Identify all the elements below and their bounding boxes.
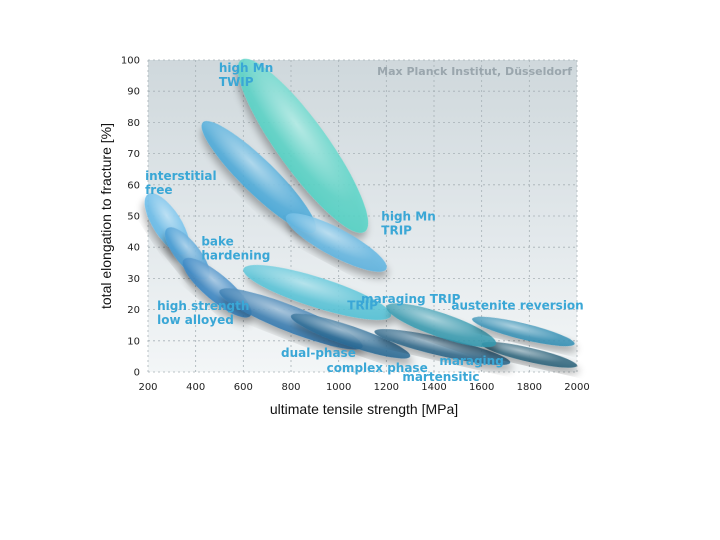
region-maraging-trip: [386, 303, 497, 348]
region-label-austenite-reversion: austenite reversion: [451, 298, 583, 312]
x-tick-label-1: 400: [186, 382, 205, 393]
region-trip: [243, 265, 392, 320]
region-high-mn-twip: [201, 121, 317, 233]
region-highlight-high-mn-trip: [285, 213, 387, 272]
y-tick-label-3: 30: [127, 274, 140, 285]
region-label-high-mn-twip: high Mn TWIP: [219, 61, 273, 89]
region-label-line: hardening: [201, 248, 270, 262]
y-tick-label-1: 10: [127, 336, 140, 347]
x-tick-label-0: 200: [138, 382, 157, 393]
region-maraging: [481, 341, 578, 368]
x-tick-label-6: 1400: [421, 382, 446, 393]
region-highlight-complex-phase: [290, 313, 411, 359]
x-tick-label-3: 800: [281, 382, 300, 393]
region-label-line: austenite reversion: [451, 298, 583, 312]
y-tick-label-9: 90: [127, 87, 140, 98]
region-label-line: low alloyed: [157, 313, 234, 327]
grid-lines: [147, 59, 578, 373]
region-label-line: maraging: [439, 354, 503, 368]
region-low-density-femnalsi-c-steels: [237, 58, 369, 233]
region-highlight-low-density-femnalsi-c-steels: [237, 58, 369, 233]
region-martensitic: [374, 329, 511, 365]
axis-ticks: 200 400 600 800 1000 1200 1400 1600 1800 2000 0 10 2…: [121, 56, 590, 394]
region-highlight-martensitic: [374, 329, 511, 365]
y-tick-label-6: 60: [127, 180, 140, 191]
region-label-line: free: [145, 183, 172, 197]
y-tick-label-7: 70: [127, 149, 140, 160]
regions-layer: [144, 58, 578, 368]
x-tick-label-8: 1800: [517, 382, 542, 393]
region-high-mn-trip: [285, 213, 387, 272]
region-label-line: TRIP: [347, 298, 378, 312]
region-highlight-austenite-reversion: [472, 316, 575, 347]
region-label-high-strength-low-alloyed: high strength low alloyed: [157, 299, 249, 327]
region-label-bake-hardening: bake hardening: [201, 234, 270, 262]
region-highlight-maraging-trip: [386, 303, 497, 348]
region-label-martensitic: martensitic: [402, 370, 479, 384]
watermark: Max Planck Institut, Düsseldorf: [377, 65, 572, 78]
region-highlight-high-mn-twip: [201, 121, 317, 233]
x-tick-label-4: 1000: [326, 382, 351, 393]
x-tick-label-9: 2000: [564, 382, 589, 393]
region-label-line: TRIP: [381, 224, 412, 238]
region-label-line: bake: [201, 234, 233, 248]
region-label-line: interstitial: [145, 169, 217, 183]
region-label-line: martensitic: [402, 370, 479, 384]
region-label-high-mn-trip: high Mn TRIP: [381, 210, 435, 238]
region-complex-phase: [290, 313, 411, 359]
region-label-line: high strength: [157, 299, 249, 313]
y-tick-label-0: 0: [134, 368, 140, 379]
region-austenite-reversion: [472, 316, 575, 347]
x-tick-label-7: 1600: [469, 382, 494, 393]
y-tick-label-2: 20: [127, 305, 140, 316]
region-label-interstitial-free: interstitial free: [145, 169, 217, 197]
y-tick-label-10: 100: [121, 56, 140, 67]
region-label-maraging: maraging: [439, 354, 503, 368]
region-highlight-trip: [243, 265, 392, 320]
region-label-line: dual-phase: [281, 346, 356, 360]
region-highlight-maraging: [481, 341, 578, 368]
y-tick-label-4: 40: [127, 243, 140, 254]
region-label-line: complex phase: [327, 361, 428, 375]
region-label-complex-phase: complex phase: [327, 361, 428, 375]
region-label-line: maraging TRIP: [361, 292, 461, 306]
region-label-maraging-trip: maraging TRIP: [361, 292, 461, 306]
y-axis-title: total elongation to fracture [%]: [98, 123, 114, 309]
region-label-line: high Mn: [219, 61, 273, 75]
region-label-line: high Mn: [381, 210, 435, 224]
region-label-line: TWIP: [219, 75, 254, 89]
region-label-trip: TRIP: [347, 298, 378, 312]
x-tick-label-2: 600: [234, 382, 253, 393]
region-label-dual-phase: dual-phase: [281, 346, 356, 360]
x-axis-title: ultimate tensile strength [MPa]: [270, 401, 458, 417]
x-tick-label-5: 1200: [374, 382, 399, 393]
y-tick-label-5: 50: [127, 212, 140, 223]
region-labels: high MnTWIPLow densityFeMnAlSi C steelsi…: [145, 61, 584, 384]
y-tick-label-8: 80: [127, 118, 140, 129]
